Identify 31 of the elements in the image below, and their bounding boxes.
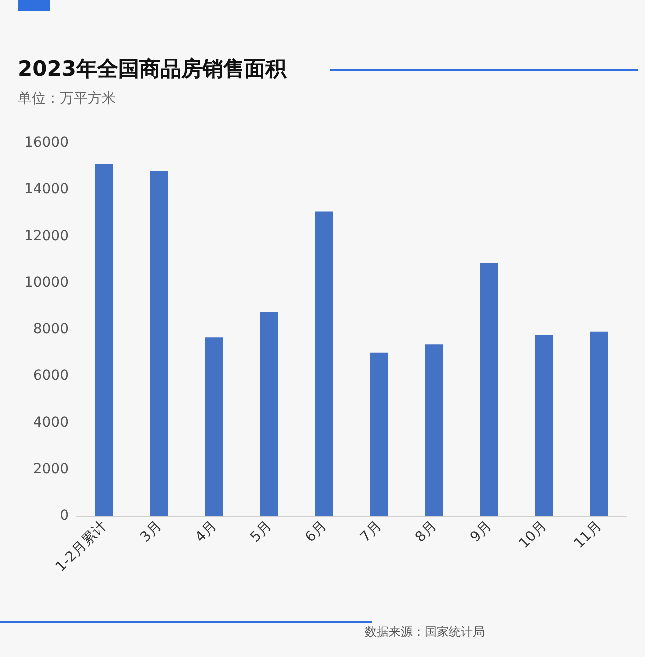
bar: [96, 164, 114, 516]
x-tick-label: 4月: [192, 518, 220, 546]
x-tick-label: 7月: [358, 518, 386, 546]
y-tick-label: 0: [60, 508, 69, 524]
x-tick-label: 11月: [571, 518, 606, 552]
bar: [536, 335, 554, 516]
bar: [480, 263, 498, 516]
bar: [150, 170, 168, 516]
y-tick-label: 14000: [24, 182, 69, 198]
y-tick-label: 4000: [33, 414, 69, 431]
y-tick-label: 6000: [33, 368, 69, 384]
y-tick-label: 2000: [33, 461, 69, 478]
x-tick-label: 5月: [248, 518, 276, 546]
x-tick-label: 3月: [138, 518, 166, 546]
x-tick-label: 10月: [516, 518, 550, 552]
x-tick-label: 6月: [302, 518, 330, 546]
y-tick-label: 16000: [24, 135, 69, 151]
y-tick-label: 12000: [24, 228, 69, 244]
source-note: 数据来源：国家统计局: [365, 624, 485, 641]
y-tick-label: 10000: [24, 274, 69, 291]
bar: [590, 332, 608, 516]
chart-subtitle: 单位：万平方米: [18, 90, 116, 108]
x-tick-label: 8月: [412, 518, 440, 546]
y-tick-label: 8000: [33, 322, 69, 338]
bar: [370, 352, 388, 516]
chart-title: 2023年全国商品房销售面积: [18, 56, 286, 83]
bar: [206, 338, 224, 516]
bar: [426, 344, 444, 516]
x-tick-label: 9月: [468, 518, 496, 546]
bar: [316, 212, 334, 516]
bar: [260, 312, 278, 516]
